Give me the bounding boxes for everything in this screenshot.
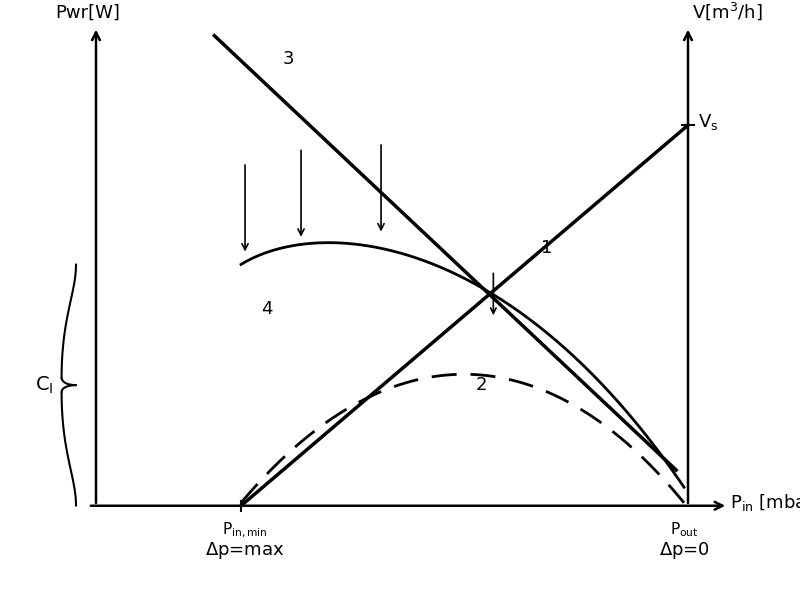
Text: P$_{\rm in}$ [mbar]: P$_{\rm in}$ [mbar] [730, 492, 800, 513]
Text: $\Delta$p=max: $\Delta$p=max [206, 540, 285, 561]
Text: 3: 3 [282, 51, 294, 68]
Text: C$_{\rm I}$: C$_{\rm I}$ [35, 374, 54, 396]
Text: 4: 4 [261, 300, 273, 318]
Text: V[m$^3$/h]: V[m$^3$/h] [692, 1, 762, 22]
Text: P$_{\rm out}$: P$_{\rm out}$ [670, 521, 698, 539]
Text: P$_{\rm in,min}$: P$_{\rm in,min}$ [222, 521, 268, 540]
Text: 1: 1 [542, 239, 553, 258]
Text: $\Delta$p=0: $\Delta$p=0 [658, 540, 710, 561]
Text: V$_{\rm s}$: V$_{\rm s}$ [698, 112, 719, 132]
Text: Pwr[W]: Pwr[W] [55, 4, 121, 22]
Text: 2: 2 [476, 376, 487, 394]
